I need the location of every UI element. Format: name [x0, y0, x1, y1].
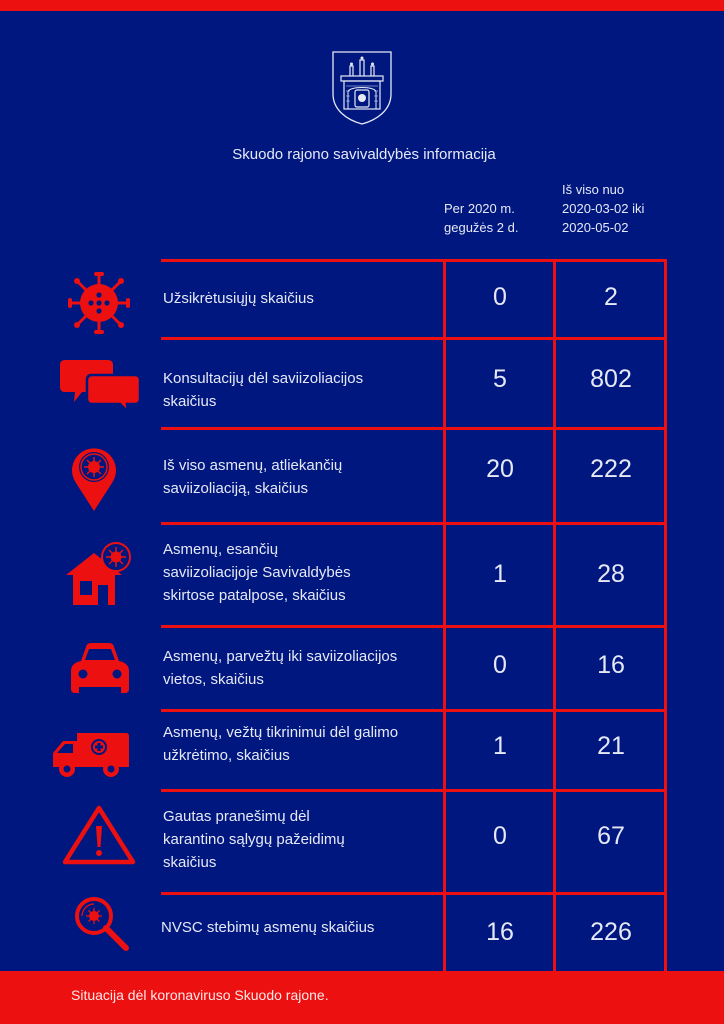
warning-triangle-icon [62, 805, 136, 865]
day-value: 0 [493, 822, 507, 850]
day-value: 5 [493, 365, 507, 393]
page-title: Skuodo rajono savivaldybės informacija [232, 146, 496, 163]
coat-of-arms-icon [332, 51, 392, 125]
row-label: Konsultacijų dėl saviizoliacijos skaičius [163, 370, 364, 410]
bottom-red-band [0, 971, 724, 1024]
row-label: Asmenų, vežtų tikrinimui dėl galimo užkrė… [163, 724, 399, 764]
total-value: 802 [590, 365, 632, 393]
total-value: 16 [597, 651, 625, 679]
total-value: 21 [597, 732, 625, 760]
row-label: Iš viso asmenų, atliekančių saviizoliacij… [163, 457, 343, 497]
day-value: 16 [486, 918, 514, 946]
top-red-bar [0, 0, 724, 11]
footer-caption: Situacija dėl koronaviruso Skuodo rajone… [71, 987, 329, 1003]
day-value: 0 [493, 283, 507, 311]
chat-bubbles-icon [60, 360, 140, 412]
row-label: Gautas pranešimų dėl karantino sąlygų paž… [163, 808, 345, 871]
row-label: Užsikrėtusiųjų skaičius [163, 290, 314, 307]
day-value: 1 [493, 732, 507, 760]
total-value: 222 [590, 455, 632, 483]
virus-icon [68, 272, 130, 334]
day-value: 20 [486, 455, 514, 483]
row-label: NVSC stebimų asmenų skaičius [161, 919, 375, 936]
row-label: Asmenų, parvežtų iki saviizoliacijos viet… [163, 648, 398, 688]
column-header-total: Iš viso nuo 2020-03-02 iki 2020-05-02 [562, 182, 645, 235]
day-value: 1 [493, 560, 507, 588]
total-value: 2 [604, 283, 618, 311]
location-pin-virus-icon [72, 448, 116, 511]
day-value: 0 [493, 651, 507, 679]
ambulance-icon [53, 733, 129, 777]
total-value: 67 [597, 822, 625, 850]
magnifier-virus-icon [75, 897, 129, 951]
car-icon [71, 643, 129, 693]
house-virus-icon [66, 542, 131, 605]
total-value: 28 [597, 560, 625, 588]
column-header-day: Per 2020 m. gegužės 2 d. [444, 201, 519, 235]
row-label: Asmenų, esančių saviizoliacijoje Savivald… [163, 541, 351, 604]
total-value: 226 [590, 918, 632, 946]
